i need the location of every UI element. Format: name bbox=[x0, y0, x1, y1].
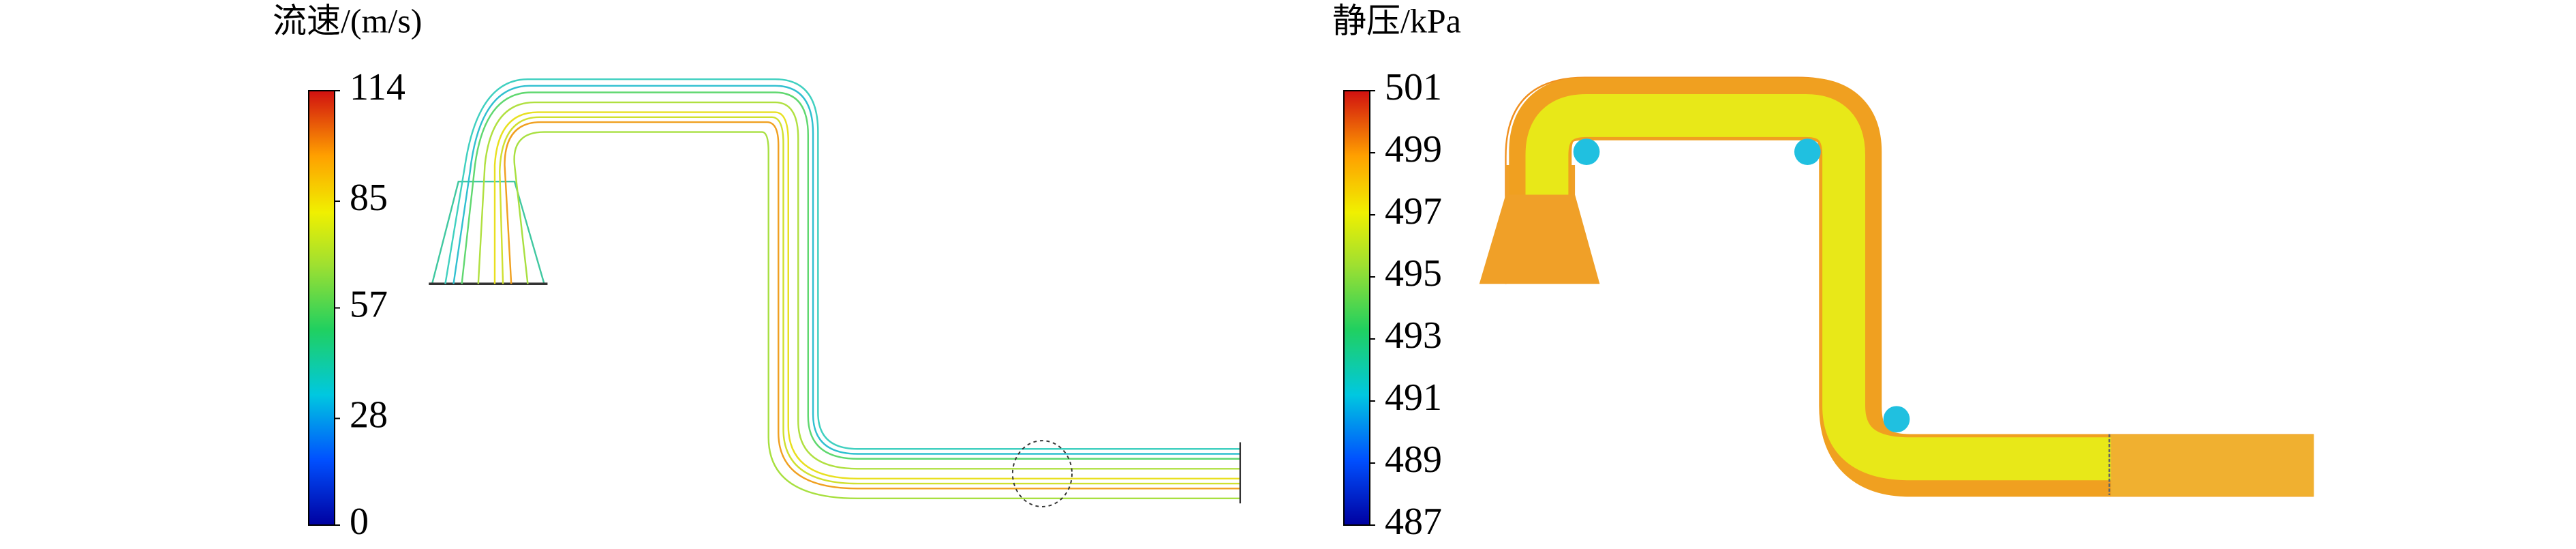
tick-label: 491 bbox=[1385, 376, 1442, 419]
low-pressure-spot bbox=[1794, 138, 1821, 165]
low-pressure-spot bbox=[1883, 406, 1910, 433]
tick-label: 495 bbox=[1385, 252, 1442, 295]
colorbar bbox=[1343, 90, 1370, 526]
tick-label: 497 bbox=[1385, 190, 1442, 233]
panel-title: 流速/(m/s) bbox=[273, 1, 422, 40]
tick-label: 28 bbox=[350, 394, 388, 436]
tick-label: 489 bbox=[1385, 439, 1442, 481]
tick-label: 85 bbox=[350, 177, 388, 219]
colorbars: 流速/(m/s) 0 28 57 85 114 静压/kPa 487 489 491 493 495 4… bbox=[273, 1, 1461, 542]
pressure-field bbox=[1479, 76, 2314, 497]
streamline-field bbox=[429, 78, 1242, 507]
tick-label: 57 bbox=[350, 283, 388, 325]
streamlines bbox=[444, 78, 1240, 500]
low-pressure-spot bbox=[1573, 138, 1600, 165]
tick-label: 487 bbox=[1385, 501, 1442, 543]
pipe-inner bbox=[1525, 93, 2111, 481]
tick-label: 0 bbox=[350, 501, 369, 543]
panel-title: 静压/kPa bbox=[1332, 1, 1461, 40]
tick-label: 114 bbox=[350, 66, 405, 108]
pipe-outer bbox=[1509, 77, 2314, 497]
inlet bbox=[431, 180, 546, 285]
tick-label: 499 bbox=[1385, 128, 1442, 170]
valve bbox=[1011, 440, 1073, 507]
colorbar bbox=[308, 90, 335, 526]
tick-label: 501 bbox=[1385, 66, 1442, 108]
tick-label: 493 bbox=[1385, 314, 1442, 357]
